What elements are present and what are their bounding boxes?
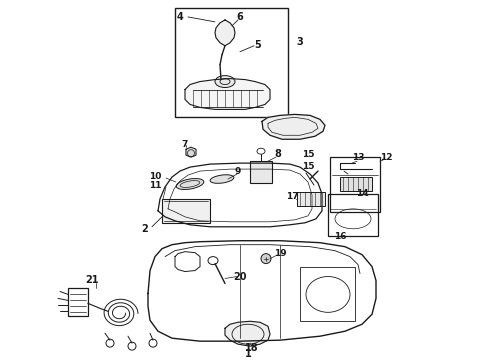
Text: 13: 13 <box>352 153 364 162</box>
Text: 10: 10 <box>149 172 161 181</box>
Ellipse shape <box>215 76 235 87</box>
Text: 15: 15 <box>302 162 314 171</box>
Text: 20: 20 <box>233 271 247 282</box>
Bar <box>330 157 380 212</box>
Ellipse shape <box>176 179 204 189</box>
Polygon shape <box>262 114 325 139</box>
Text: 19: 19 <box>274 249 286 258</box>
Text: 14: 14 <box>356 189 368 198</box>
Bar <box>300 266 355 321</box>
Text: 5: 5 <box>255 40 261 50</box>
Text: 3: 3 <box>296 37 303 47</box>
Text: 15: 15 <box>302 150 314 159</box>
Bar <box>340 177 372 191</box>
Bar <box>250 161 272 183</box>
Polygon shape <box>186 147 196 157</box>
Bar <box>162 199 210 223</box>
Bar <box>328 194 378 236</box>
Text: 12: 12 <box>380 153 392 162</box>
Text: 18: 18 <box>245 343 259 353</box>
Text: 4: 4 <box>176 12 183 22</box>
Text: 6: 6 <box>237 12 244 22</box>
Bar <box>297 192 325 206</box>
Text: 9: 9 <box>235 167 241 176</box>
Text: 11: 11 <box>149 180 161 189</box>
Bar <box>68 288 88 316</box>
Bar <box>175 8 288 117</box>
Text: 1: 1 <box>245 349 251 359</box>
Text: 8: 8 <box>274 149 281 159</box>
Ellipse shape <box>210 175 234 183</box>
Text: 17: 17 <box>286 193 298 202</box>
Text: 2: 2 <box>142 224 148 234</box>
Ellipse shape <box>261 254 271 264</box>
Polygon shape <box>185 78 270 109</box>
Polygon shape <box>225 321 270 346</box>
Text: 21: 21 <box>85 275 99 285</box>
Text: 16: 16 <box>334 232 346 241</box>
Polygon shape <box>215 20 235 46</box>
Text: 7: 7 <box>182 140 188 149</box>
